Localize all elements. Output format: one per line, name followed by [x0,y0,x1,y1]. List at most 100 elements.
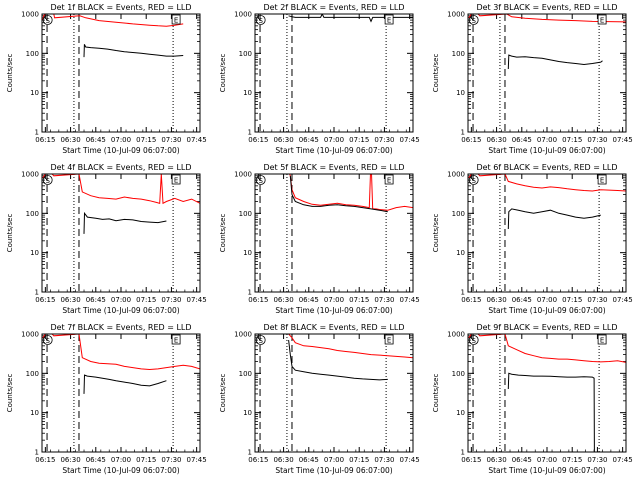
panel-title: Det 2f BLACK = Events, RED = LLD [263,3,404,12]
detector-panel-9: Det 9f BLACK = Events, RED = LLD Counts/s… [432,323,633,475]
end-marker-box [384,174,394,185]
x-tick-label: 06:45 [512,296,532,304]
x-tick-label: 07:30 [374,136,394,144]
y-tick-label: 1000 [21,171,39,179]
x-tick-label: 07:30 [161,456,181,464]
plot-frame [467,333,627,453]
y-tick-label: 1000 [21,11,39,19]
x-tick-label: 07:45 [613,456,633,464]
series-line-events [507,54,603,70]
detector-panel-2: Det 2f BLACK = Events, RED = LLD Counts/s… [219,3,420,155]
y-tick-label: 1 [461,449,465,457]
series-group [42,334,200,394]
series-line-events [83,374,167,394]
y-tick-label: 1 [461,129,465,137]
x-tick-label: 07:30 [374,296,394,304]
series-line-lld [288,334,413,359]
plot-frame [254,173,414,293]
y-tick-label: 1 [35,129,39,137]
start-marker-label: S [258,17,263,25]
y-tick-label: 1000 [21,331,39,339]
y-axis-label: Counts/sec [219,54,227,93]
start-marker-circle [255,15,266,25]
x-tick-label: 06:30 [273,456,293,464]
y-tick-label: 1 [35,289,39,297]
x-tick-label: 06:30 [60,136,80,144]
x-tick-label: 07:30 [587,456,607,464]
x-tick-label: 06:15 [35,296,55,304]
series-line-events [289,175,388,213]
y-tick-label: 1000 [234,171,252,179]
y-tick-label: 100 [239,370,252,378]
x-tick-label: 06:30 [486,296,506,304]
x-tick-label: 07:30 [161,136,181,144]
start-marker-circle [468,335,479,345]
end-marker-label: E [174,337,178,345]
x-tick-label: 07:00 [537,136,557,144]
x-axis-label: Start Time (10-Jul-09 06:07:00) [62,306,179,315]
end-marker-label: E [600,177,604,185]
x-tick-label: 07:30 [587,136,607,144]
panel-title: Det 1f BLACK = Events, RED = LLD [50,3,191,12]
x-tick-label: 06:30 [273,136,293,144]
series-line-lld [468,14,626,23]
end-marker-box [171,334,181,345]
start-marker-label: S [471,177,476,185]
x-tick-label: 07:45 [187,456,207,464]
y-tick-label: 1000 [447,331,465,339]
series-line-events [507,208,601,230]
series-line-lld [42,174,200,205]
end-marker-label: E [387,177,391,185]
y-tick-label: 100 [452,370,465,378]
x-tick-label: 06:15 [248,136,268,144]
x-tick-label: 06:45 [512,136,532,144]
panel-title: Det 3f BLACK = Events, RED = LLD [476,3,617,12]
end-marker-box [597,14,607,25]
end-marker-label: E [174,177,178,185]
start-marker-circle [42,175,53,185]
y-axis-label: Counts/sec [6,214,14,253]
y-tick-label: 1 [35,449,39,457]
plot-frame [254,13,414,133]
series-line-events [507,372,595,452]
detector-panel-8: Det 8f BLACK = Events, RED = LLD Counts/s… [219,323,420,475]
panel-title: Det 9f BLACK = Events, RED = LLD [476,323,617,332]
x-tick-label: 06:30 [60,296,80,304]
x-tick-label: 07:45 [187,296,207,304]
x-axis-label: Start Time (10-Jul-09 06:07:00) [275,466,392,475]
x-tick-label: 06:30 [273,296,293,304]
y-tick-label: 10 [30,409,39,417]
x-tick-label: 06:45 [299,136,319,144]
x-tick-label: 07:15 [349,296,369,304]
series-line-lld [468,334,626,363]
plot-frame [467,173,627,293]
x-tick-label: 07:45 [400,136,420,144]
detector-panel-5: Det 5f BLACK = Events, RED = LLD Counts/s… [219,163,420,315]
x-tick-label: 07:00 [537,456,557,464]
series-group [468,14,626,70]
x-tick-label: 07:15 [136,296,156,304]
start-marker-circle [468,175,479,185]
y-tick-label: 1000 [447,11,465,19]
series-line-events [288,340,388,381]
plot-frame [41,173,201,293]
x-tick-label: 07:30 [161,296,181,304]
y-tick-label: 10 [30,89,39,97]
series-line-lld [289,174,413,211]
end-marker-label: E [387,337,391,345]
x-axis-label: Start Time (10-Jul-09 06:07:00) [488,306,605,315]
start-marker-circle [255,335,266,345]
start-marker-circle [468,15,479,25]
panel-title: Det 6f BLACK = Events, RED = LLD [476,163,617,172]
series-group [288,334,413,381]
end-marker-box [597,174,607,185]
y-axis-label: Counts/sec [6,374,14,413]
y-axis-label: Counts/sec [219,374,227,413]
start-marker-label: S [471,17,476,25]
x-axis-label: Start Time (10-Jul-09 06:07:00) [488,146,605,155]
panel-title: Det 8f BLACK = Events, RED = LLD [263,323,404,332]
x-tick-label: 07:00 [111,296,131,304]
x-tick-label: 06:30 [486,456,506,464]
